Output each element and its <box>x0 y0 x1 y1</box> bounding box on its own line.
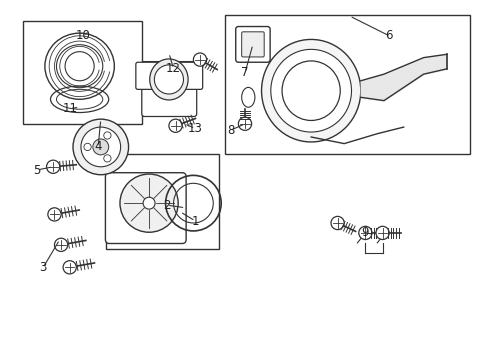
Circle shape <box>48 208 61 221</box>
Text: 11: 11 <box>62 102 77 115</box>
Circle shape <box>73 119 128 175</box>
FancyBboxPatch shape <box>142 62 196 117</box>
Circle shape <box>143 197 155 209</box>
Ellipse shape <box>271 49 351 132</box>
Bar <box>24 21 143 124</box>
Text: 13: 13 <box>188 122 203 135</box>
Text: 8: 8 <box>227 124 234 137</box>
Text: 7: 7 <box>241 66 249 79</box>
Circle shape <box>84 143 91 150</box>
Bar <box>225 15 470 153</box>
Circle shape <box>104 155 111 162</box>
Text: 2: 2 <box>163 199 171 212</box>
Text: 3: 3 <box>40 261 47 274</box>
Text: 5: 5 <box>33 163 40 176</box>
Circle shape <box>63 261 76 274</box>
FancyBboxPatch shape <box>105 173 186 243</box>
Text: 9: 9 <box>362 226 369 239</box>
Circle shape <box>376 226 389 239</box>
Text: 6: 6 <box>386 29 393 42</box>
Ellipse shape <box>150 59 188 100</box>
Text: 10: 10 <box>75 29 90 42</box>
Circle shape <box>47 160 60 174</box>
Text: 12: 12 <box>166 62 181 75</box>
Circle shape <box>331 216 344 230</box>
Circle shape <box>120 174 178 232</box>
FancyBboxPatch shape <box>236 27 270 62</box>
Circle shape <box>169 119 182 132</box>
Circle shape <box>194 53 207 66</box>
FancyBboxPatch shape <box>136 62 203 89</box>
Circle shape <box>54 238 68 251</box>
Circle shape <box>93 139 109 155</box>
FancyBboxPatch shape <box>242 32 264 57</box>
Circle shape <box>104 132 111 139</box>
Bar <box>106 153 219 249</box>
Ellipse shape <box>282 61 340 121</box>
Ellipse shape <box>262 40 361 142</box>
Text: 1: 1 <box>192 215 199 228</box>
Circle shape <box>359 226 372 239</box>
Ellipse shape <box>242 87 255 107</box>
Circle shape <box>154 65 183 94</box>
Circle shape <box>81 127 121 167</box>
Text: 4: 4 <box>95 140 102 153</box>
Circle shape <box>238 117 252 130</box>
